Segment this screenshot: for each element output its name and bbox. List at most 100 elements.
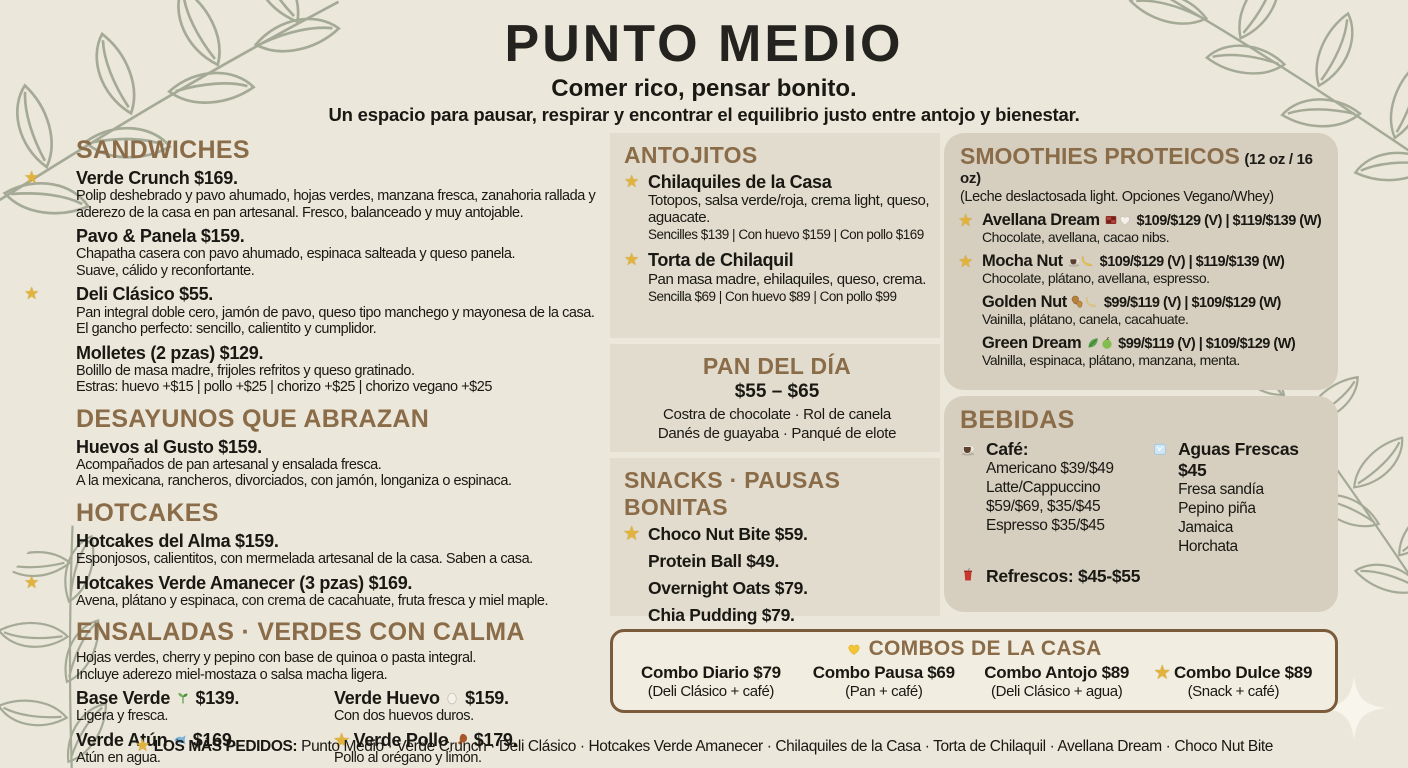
menu-item: ★ Hotcakes Verde Amanecer (3 pzas) $169.… <box>24 572 606 610</box>
item-desc: Atún en agua. <box>76 750 161 767</box>
menu-item: Pavo & Panela $159. Chapatha casera con … <box>50 226 606 279</box>
star-icon: ★ <box>24 284 40 304</box>
combos-box: COMBOS DE LA CASA Combo Diario $79 (Deli… <box>610 629 1338 713</box>
sprout-icon <box>175 690 191 706</box>
star-icon: ★ <box>624 250 640 270</box>
aguas-line: Pepino piña <box>1178 499 1256 517</box>
coffee-icon <box>960 441 976 457</box>
combo-name: Combo Diario $79 <box>641 663 781 682</box>
item-name: Hotcakes del Alma $159. <box>76 530 279 551</box>
item-desc: Suave, cálido y reconfortante. <box>76 262 255 279</box>
item-name: Green Dream <box>982 333 1082 352</box>
item-extras: Estras: huevo +$15 | pollo +$25 | choriz… <box>76 379 493 396</box>
combos-title: COMBOS DE LA CASA <box>613 637 1335 661</box>
pan-del-dia-panel: PAN DEL DÍA $55 – $65 Costra de chocolat… <box>610 344 940 452</box>
leaf-icon <box>1086 336 1100 350</box>
yellow-heart-icon <box>846 641 862 657</box>
section-title-pan-del-dia: PAN DEL DÍA <box>702 353 852 379</box>
menu-item: Base Verde $139. Ligera y fresca. <box>76 688 328 725</box>
section-title-antojitos: ANTOJITOS <box>624 142 758 168</box>
item-desc: Pollo al orégano y limón. <box>334 750 482 767</box>
bebidas-panel: BEBIDAS Café: Americano $39/$49 Latte/Ca… <box>944 396 1338 612</box>
item-desc: Chocolate, plátano, avellana, espresso. <box>982 269 1210 286</box>
section-title-smoothies: SMOOTHIES PROTEICOS (12 oz / 16 oz) <box>960 143 1313 187</box>
cafe-line: Americano $39/$49 <box>986 460 1114 477</box>
item-name: Hotcakes Verde Amanecer (3 pzas) $169. <box>76 572 413 593</box>
aguas-line: Fresa sandía <box>1178 481 1264 498</box>
star-icon: ★ <box>24 168 40 187</box>
refrescos-row: Refrescos: $45-$55 <box>960 566 1328 587</box>
combo-item: Combo Pausa $69 (Pan + café) <box>809 663 959 700</box>
item-desc: Esponjosos, calientitos, con mermelada a… <box>76 551 533 568</box>
section-title-bebidas: BEBIDAS <box>960 406 1075 434</box>
item-name: Chilaquiles de la Casa <box>648 172 832 192</box>
section-title-desayunos: DESAYUNOS QUE ABRAZAN <box>76 404 430 433</box>
star-icon: ★ <box>624 524 639 543</box>
item-name: Verde Crunch $169. <box>76 168 238 188</box>
footer-label: LOS MÁS PEDIDOS: <box>153 738 298 755</box>
item-desc: A la mexicana, rancheros, divorciados, c… <box>76 473 512 490</box>
subtitle: Un espacio para pausar, respirar y encon… <box>328 104 1080 125</box>
star-icon: ★ <box>958 251 974 271</box>
menu-item: Overnight Oats $79. <box>624 578 930 599</box>
menu-item: Hotcakes del Alma $159. Esponjosos, cali… <box>50 531 606 568</box>
smoothies-panel: SMOOTHIES PROTEICOS (12 oz / 16 oz) (Lec… <box>944 133 1338 390</box>
soda-cup-icon <box>960 567 976 583</box>
antojitos-panel: ANTOJITOS ★ Chilaquiles de la Casa Totop… <box>610 133 940 338</box>
coffee-icon <box>1067 254 1081 268</box>
item-name: Golden Nut <box>982 292 1067 311</box>
menu-item: Verde Huevo $159. Con dos huevos duros. <box>334 688 606 725</box>
section-intro: Hojas verdes, cherry y pepino con base d… <box>76 650 476 667</box>
cafe-label: Café: <box>986 439 1029 459</box>
menu-item: Verde Atún $169. Atún en agua. <box>76 730 328 767</box>
menu-item: ★ Mocha Nut $109/$129 (V) | $119/$139 (W… <box>958 251 1328 287</box>
section-title-ensaladas: ENSALADAS · VERDES CON CALMA <box>76 618 525 647</box>
ice-cube-icon <box>1152 441 1168 457</box>
item-price: $139. <box>195 687 240 708</box>
menu-item: ★ Torta de Chilaquil Pan masa madre, ehi… <box>624 250 930 303</box>
item-desc: Valnilla, espinaca, plátano, manzana, me… <box>982 351 1240 368</box>
combo-sub: (Snack + café) <box>1187 683 1280 700</box>
item-name: Choco Nut Bite $59. <box>648 524 808 544</box>
item-desc: Bolillo de masa madre, frijoles refritos… <box>76 362 415 379</box>
item-desc: Totopos, salsa verde/roja, crema light, … <box>648 192 930 227</box>
cafe-block: Café: Americano $39/$49 Latte/Cappuccino… <box>960 439 1152 557</box>
smoothies-subnote: (Leche deslactosada light. Opciones Vega… <box>960 189 1274 205</box>
footer-most-ordered: ★ LOS MÁS PEDIDOS: Punto Medio · Verde C… <box>0 736 1408 756</box>
menu-item: Protein Ball $49. <box>624 551 930 572</box>
middle-column: ANTOJITOS ★ Chilaquiles de la Casa Totop… <box>610 133 940 625</box>
item-desc: Chapatha casera con pavo ahumado, espina… <box>76 246 516 263</box>
menu-item: Green Dream $99/$119 (V) | $109/$129 (W)… <box>960 334 1328 369</box>
menu-item: ★ Verde Pollo $179. Pollo al orégano y l… <box>334 730 606 767</box>
star-icon: ★ <box>624 172 640 191</box>
cafe-line: Latte/Cappuccino <box>986 478 1101 496</box>
item-name: Pavo & Panela $159. <box>76 226 245 247</box>
menu-item: Golden Nut $99/$119 (V) | $109/$129 (W) … <box>960 293 1328 328</box>
section-intro: Incluye aderezo miel-mostaza o salsa mac… <box>76 666 388 683</box>
item-name: Chia Pudding $79. <box>648 605 795 625</box>
item-desc: Chocolate, avellana, cacao nibs. <box>982 229 1170 245</box>
size-note: (12 oz / 16 oz) <box>960 151 1313 187</box>
menu-item: ★ Verde Crunch $169. Polip deshebrado y … <box>24 168 606 221</box>
item-price: $109/$129 (V) | $119/$139 (W) <box>1099 253 1285 270</box>
menu-item: ★ Choco Nut Bite $59. <box>624 524 930 545</box>
section-title-hotcakes: HOTCAKES <box>76 498 219 527</box>
aguas-line: Jamaica <box>1178 518 1233 536</box>
aguas-block: Aguas Frescas $45 Fresa sandía Pepino pi… <box>1152 439 1328 557</box>
star-icon: ★ <box>958 211 974 230</box>
item-desc: Acompañados de pan artesanal y ensalada … <box>76 456 382 473</box>
tagline: Comer rico, pensar bonito. <box>551 75 857 102</box>
cafe-line: $59/$69, $35/$45 <box>986 497 1101 515</box>
item-name: Base Verde <box>76 687 171 708</box>
combo-sub: (Deli Clásico + café) <box>647 683 775 700</box>
menu-item: ★ Deli Clásico $55. Pan integral doble c… <box>24 284 606 338</box>
left-column: SANDWICHES ★ Verde Crunch $169. Polip de… <box>24 136 606 767</box>
item-name: Verde Huevo <box>334 687 440 708</box>
item-name: Huevos al Gusto $159. <box>76 436 262 457</box>
item-price: $169. <box>192 730 237 751</box>
combo-name: Combo Dulce $89 <box>1173 663 1313 682</box>
egg-icon <box>444 690 460 706</box>
item-desc: El gancho perfecto: sencillo, calientito… <box>76 321 377 338</box>
menu-item: Huevos al Gusto $159. Acompañados de pan… <box>50 437 606 490</box>
combo-item: Combo Diario $79 (Deli Clásico + café) <box>636 663 786 700</box>
